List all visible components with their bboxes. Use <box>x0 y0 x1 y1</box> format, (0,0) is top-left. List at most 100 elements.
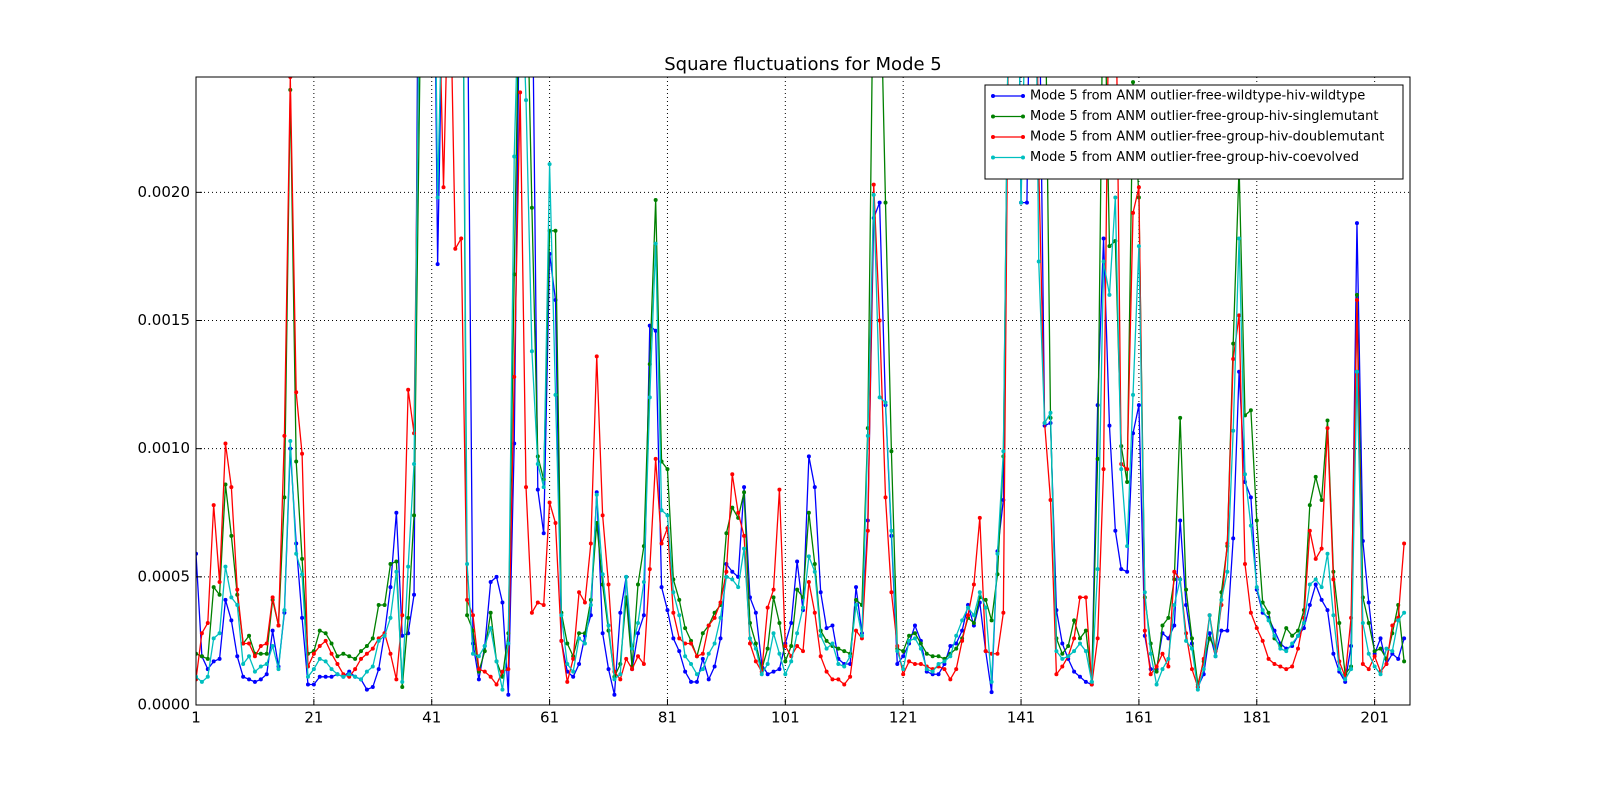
point <box>936 661 941 666</box>
point <box>1060 651 1065 656</box>
point <box>364 687 369 692</box>
point <box>689 679 694 684</box>
x-tick-label: 101 <box>771 709 800 727</box>
point <box>235 587 240 592</box>
point <box>1072 649 1077 654</box>
point <box>842 664 847 669</box>
legend: Mode 5 from ANM outlier-free-wildtype-hi… <box>984 84 1404 180</box>
point <box>588 541 593 546</box>
point <box>1207 636 1212 641</box>
point <box>1242 472 1247 477</box>
point <box>247 641 252 646</box>
point <box>1296 628 1301 633</box>
point <box>995 551 1000 556</box>
point <box>865 433 870 438</box>
point <box>323 659 328 664</box>
point <box>541 485 546 490</box>
point <box>759 672 764 677</box>
point <box>1054 649 1059 654</box>
point <box>470 651 475 656</box>
point <box>276 667 281 672</box>
point <box>730 569 735 574</box>
point <box>694 654 699 659</box>
point <box>1172 603 1177 608</box>
point <box>205 656 210 661</box>
point <box>1366 620 1371 625</box>
point <box>412 592 417 597</box>
legend-marker <box>991 94 995 98</box>
point <box>376 667 381 672</box>
point <box>700 631 705 636</box>
point <box>571 656 576 661</box>
point <box>1360 661 1365 666</box>
point <box>1201 667 1206 672</box>
point <box>1325 418 1330 423</box>
point <box>1125 544 1130 549</box>
point <box>1172 569 1177 574</box>
point <box>264 641 269 646</box>
point <box>883 495 888 500</box>
point <box>742 546 747 551</box>
point <box>1296 646 1301 651</box>
point <box>777 620 782 625</box>
point <box>665 608 670 613</box>
point <box>700 667 705 672</box>
point <box>942 667 947 672</box>
legend-label: Mode 5 from ANM outlier-free-wildtype-hi… <box>1030 89 1365 104</box>
point <box>317 644 322 649</box>
point <box>435 262 440 267</box>
point <box>877 200 882 205</box>
point <box>1266 618 1271 623</box>
point <box>1172 623 1177 628</box>
point <box>1131 392 1136 397</box>
point <box>388 651 393 656</box>
point <box>270 595 275 600</box>
point <box>671 610 676 615</box>
point <box>877 318 882 323</box>
point <box>1107 244 1112 249</box>
y-tick-label: 0.0020 <box>138 183 191 201</box>
point <box>1360 620 1365 625</box>
point <box>683 641 688 646</box>
point <box>1125 569 1130 574</box>
point <box>223 564 228 569</box>
point <box>1119 567 1124 572</box>
point <box>394 677 399 682</box>
point <box>912 631 917 636</box>
point <box>1260 638 1265 643</box>
point <box>1072 669 1077 674</box>
point <box>353 674 358 679</box>
point <box>506 641 511 646</box>
point <box>883 400 888 405</box>
point <box>983 649 988 654</box>
point <box>305 674 310 679</box>
point <box>1254 626 1259 631</box>
point <box>1325 551 1330 556</box>
point <box>524 98 529 103</box>
point <box>288 438 293 443</box>
point <box>329 674 334 679</box>
point <box>211 636 216 641</box>
point <box>930 669 935 674</box>
point <box>630 646 635 651</box>
point <box>1396 618 1401 623</box>
point <box>1266 610 1271 615</box>
point <box>842 682 847 687</box>
point <box>388 585 393 590</box>
point <box>960 618 965 623</box>
point <box>529 349 534 354</box>
point <box>706 623 711 628</box>
y-tick-label: 0.0005 <box>138 567 191 585</box>
point <box>895 661 900 666</box>
point <box>1378 636 1383 641</box>
point <box>559 613 564 618</box>
point <box>1083 628 1088 633</box>
point <box>1036 259 1041 264</box>
point <box>1307 528 1312 533</box>
point <box>765 605 770 610</box>
point <box>241 641 246 646</box>
point <box>406 387 411 392</box>
point <box>795 644 800 649</box>
point <box>812 562 817 567</box>
